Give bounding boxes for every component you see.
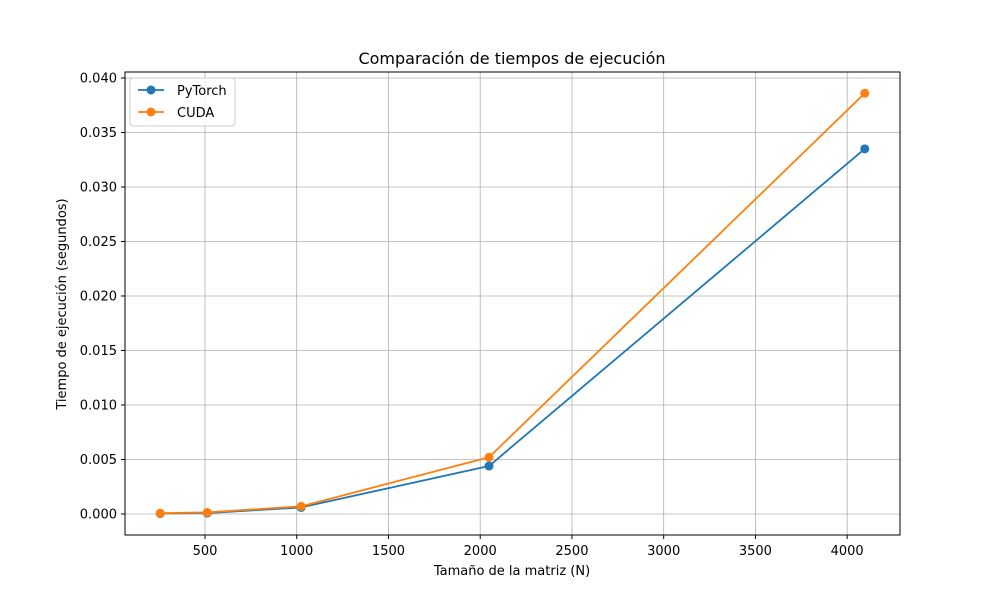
legend-cuda-marker: [146, 107, 156, 117]
data-point-cuda-0: [155, 508, 165, 518]
y-axis-label: Tiempo de ejecución (segundos): [55, 198, 70, 410]
x-axis-label: Tamaño de la matriz (N): [433, 564, 590, 579]
legend-pytorch-marker: [146, 85, 156, 95]
x-tick-label-0: 500: [193, 544, 218, 559]
grid-layer: [125, 72, 900, 535]
y-tick-label-8: 0.040: [80, 71, 117, 86]
plot-frame: [124, 71, 901, 536]
data-point-cuda-3: [484, 452, 494, 462]
data-point-cuda-4: [860, 88, 870, 98]
y-tick-label-4: 0.020: [80, 289, 117, 304]
x-tick-label-5: 3000: [647, 544, 680, 559]
data-point-pytorch-4: [860, 144, 870, 154]
data-point-cuda-1: [202, 507, 212, 517]
data-point-cuda-2: [296, 501, 306, 511]
y-tick-label-7: 0.035: [80, 126, 117, 141]
y-tick-label-5: 0.025: [80, 235, 117, 250]
plot-layer: [155, 88, 870, 519]
legend-pytorch-label: PyTorch: [177, 84, 227, 99]
y-tick-label-3: 0.015: [80, 344, 117, 359]
x-tick-label-3: 2000: [464, 544, 497, 559]
y-tick-label-1: 0.005: [80, 453, 117, 468]
legend-cuda-label: CUDA: [177, 106, 214, 121]
y-tick-label-0: 0.000: [80, 507, 117, 522]
data-point-pytorch-3: [484, 461, 494, 471]
axes-layer: 500 1000 1500 2000 2500 3000 3500 4000 0.000 0.00…: [80, 71, 901, 559]
x-tick-label-1: 1000: [280, 544, 313, 559]
chart-title: Comparación de tiempos de ejecución: [358, 49, 665, 68]
y-tick-label-2: 0.010: [80, 398, 117, 413]
x-tick-label-6: 3500: [739, 544, 772, 559]
x-tick-label-7: 4000: [831, 544, 864, 559]
x-tick-label-4: 2500: [555, 544, 588, 559]
y-tick-label-6: 0.030: [80, 180, 117, 195]
x-tick-label-2: 1500: [372, 544, 405, 559]
legend: PyTorch CUDA: [129, 77, 236, 127]
